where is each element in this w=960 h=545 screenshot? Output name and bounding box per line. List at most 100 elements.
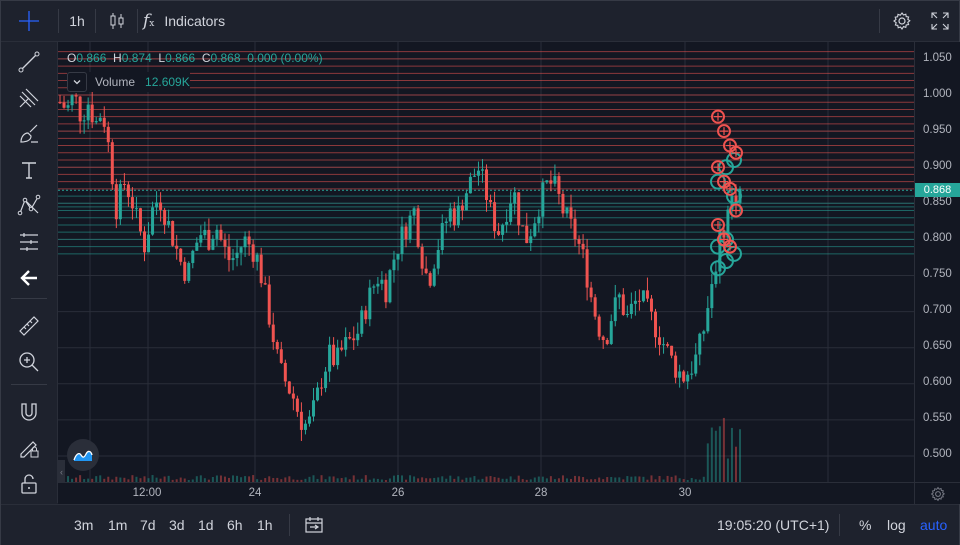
top-toolbar: 1h fx Indicators [1, 1, 959, 42]
crosshair-tool-icon[interactable] [1, 1, 57, 41]
magnet-icon[interactable] [11, 397, 47, 427]
chart-settings-gear-icon[interactable] [914, 482, 960, 504]
volume-bar [505, 478, 508, 482]
settings-gear-icon[interactable] [887, 1, 917, 41]
close-label: C [201, 51, 211, 65]
candle-body [380, 279, 384, 284]
candle-body [521, 225, 525, 227]
range-button-1d[interactable]: 1d [198, 517, 214, 533]
date-range-icon[interactable] [304, 505, 324, 545]
volume-bar [497, 477, 500, 482]
candle-body [263, 283, 267, 285]
volume-bar [376, 478, 379, 482]
candle-body [702, 331, 706, 334]
brand-logo-icon[interactable] [67, 439, 99, 471]
candle-body [271, 324, 275, 343]
clock-display[interactable]: 19:05:20 (UTC+1) [717, 517, 830, 533]
volume-bar [348, 479, 351, 482]
candle-body [199, 235, 203, 243]
candle-body [348, 337, 352, 339]
brush-icon[interactable] [11, 119, 47, 149]
range-button-7d[interactable]: 7d [140, 517, 156, 533]
time-axis[interactable]: 12:00 24 26 28 30 [58, 482, 914, 504]
candle-body [525, 225, 529, 244]
indicators-button[interactable]: fx Indicators [143, 1, 243, 41]
volume-bar [107, 476, 110, 482]
zoom-in-icon[interactable] [11, 347, 47, 377]
auto-scale-button[interactable]: auto [920, 517, 948, 533]
candle-style-icon[interactable] [98, 1, 136, 41]
pattern-tool-icon[interactable] [11, 191, 47, 221]
candle-body [609, 321, 613, 344]
candle-body [219, 229, 223, 240]
trend-line-icon[interactable] [11, 47, 47, 77]
back-arrow-icon[interactable] [11, 263, 47, 293]
range-button-3d[interactable]: 3d [169, 517, 185, 533]
collapse-toolbar-handle[interactable]: ‹ [58, 460, 65, 482]
volume-bar [553, 479, 556, 482]
range-button-3m[interactable]: 3m [74, 517, 94, 533]
volume-bar [372, 478, 375, 482]
candle-body [662, 344, 666, 346]
sell-marker-cross [714, 112, 722, 121]
volume-bar [75, 477, 78, 482]
low-label: L [158, 51, 166, 65]
unlock-icon[interactable] [11, 469, 47, 499]
fullscreen-icon[interactable] [925, 1, 955, 41]
sell-marker-cross [714, 163, 722, 172]
volume-bar [159, 478, 162, 482]
price-axis[interactable]: 1.050 1.000 0.950 0.900 0.850 0.800 0.75… [914, 42, 960, 482]
volume-bar [722, 417, 725, 482]
percent-scale-button[interactable]: % [859, 517, 872, 533]
range-button-6h[interactable]: 6h [227, 517, 243, 533]
volume-bar [646, 479, 649, 482]
volume-bar [610, 476, 613, 482]
candle-body [581, 243, 585, 250]
volume-bar [99, 475, 102, 482]
chart-pane[interactable]: O0.866 H0.874 L0.866 C0.868 0.000 (0.00%… [58, 42, 914, 482]
price-chart[interactable] [58, 42, 914, 482]
volume-value: 12.609K [145, 75, 190, 89]
candle-body [235, 252, 239, 259]
candle-body [621, 294, 625, 315]
volume-bar [570, 478, 573, 482]
candle-body [344, 337, 348, 350]
candle-body [561, 193, 565, 214]
volume-bar [344, 477, 347, 482]
volume-bar [582, 477, 585, 482]
volume-bar [232, 475, 235, 482]
range-button-1m[interactable]: 1m [108, 517, 128, 533]
volume-bar [340, 478, 343, 482]
candle-body [670, 345, 674, 356]
lock-pencil-icon[interactable] [11, 433, 47, 463]
candle-body [633, 300, 637, 304]
volume-bar [300, 479, 303, 482]
candle-body [565, 207, 569, 214]
candle-body [629, 303, 633, 314]
interval-button[interactable]: 1h [69, 13, 85, 29]
candle-body [134, 208, 138, 210]
ruler-icon[interactable] [11, 311, 47, 341]
volume-bar [690, 477, 693, 482]
text-tool-icon[interactable] [11, 155, 47, 185]
time-label: 28 [534, 487, 548, 499]
prediction-tool-icon[interactable] [11, 227, 47, 257]
chevron-down-icon[interactable] [67, 72, 87, 92]
candle-body [147, 234, 151, 253]
sell-marker [723, 239, 737, 254]
toolbar-divider [137, 9, 138, 33]
open-label: O [67, 51, 77, 65]
sell-marker [729, 145, 743, 160]
log-scale-button[interactable]: log [887, 517, 906, 533]
volume-bar [380, 479, 383, 482]
candle-body [505, 221, 509, 225]
pitchfork-icon[interactable] [11, 83, 47, 113]
range-button-1h[interactable]: 1h [257, 517, 273, 533]
volume-bar [320, 475, 323, 482]
candle-body [666, 344, 670, 346]
candle-body [706, 308, 710, 332]
candle-body [690, 373, 694, 375]
candle-body [440, 223, 444, 250]
candle-body [460, 205, 464, 211]
